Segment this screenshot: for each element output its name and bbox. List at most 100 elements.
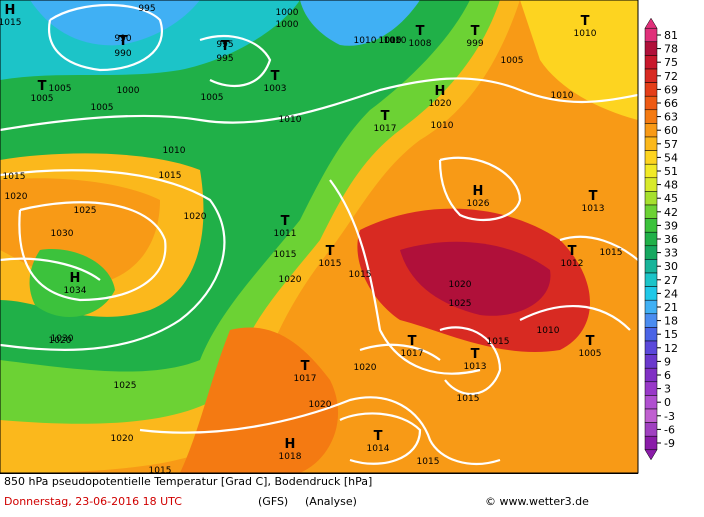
isobar-label: 1015 [487,337,510,347]
center-pressure: 999 [466,39,483,49]
isobar-label: 1010 [537,326,560,336]
center-pressure: 1011 [274,229,297,239]
center-pressure: 995 [216,54,233,64]
isobar-label: 1005 [49,84,72,94]
isobar-label-text: 1025 [74,206,97,216]
isobar-label-text: 1025 [449,299,472,309]
isobar-label-text: 1000 [117,86,140,96]
center-symbol: T [581,14,590,29]
colorbar-label: 75 [664,56,678,69]
footer-run: (Analyse) [305,495,357,508]
center-pressure: 1013 [464,362,487,372]
isobar-label: 1030 [51,229,74,239]
center-symbol: H [285,437,296,452]
center-pressure: 1005 [31,94,54,104]
center-pressure: 1014 [367,444,390,454]
isobar-label-text: 1020 [5,192,28,202]
isobar-label-text: 1000 [379,36,402,46]
isobar-label-text: 995 [138,4,155,14]
isobar-label: 1015 [457,394,480,404]
isobar-label: 1020 [49,336,72,346]
isobar-label: 1025 [74,206,97,216]
center-pressure: 1013 [582,204,605,214]
isobar-label: 1010 [384,36,407,46]
isobar-label: 1015 [159,171,182,181]
colorbar-swatch [644,218,658,233]
center-symbol: H [5,3,16,18]
isobar-label-text: 1030 [51,229,74,239]
colorbar-label: 39 [664,219,678,232]
center-symbol: H [435,84,446,99]
center-pressure: 1015 [0,18,21,28]
colorbar-swatch [644,286,658,301]
center-symbol: T [281,214,290,229]
colorbar-swatch [644,123,658,138]
colorbar-label: 69 [664,83,678,96]
isobar-label: 1020 [309,400,332,410]
colorbar-label: 60 [664,124,678,137]
isobar-label: 1000 [379,36,402,46]
center-symbol: T [38,79,47,94]
isobar-label: 1000 [276,20,299,30]
isobar-label: 1005 [201,93,224,103]
isobar-label: 1015 [149,466,172,476]
center-symbol: T [381,109,390,124]
center-pressure: 1008 [409,39,432,49]
colorbar-swatch [644,95,658,111]
isobar-label-text: 995 [216,40,233,50]
isobar-label: 1025 [449,299,472,309]
isobar-label: 1015 [349,270,372,280]
center-symbol: T [301,359,310,374]
isobar-label: 995 [216,40,233,50]
colorbar: 8178757269666360575451484542393633302724… [644,17,678,461]
center-pressure: 1005 [579,349,602,359]
center-symbol: T [221,39,230,54]
colorbar-swatch [644,82,658,97]
isobar-label: 1010 [163,146,186,156]
center-symbol: T [586,334,595,349]
isobar-label: 995 [138,4,155,14]
colorbar-swatch [644,422,658,437]
colorbar-label: 54 [664,151,678,164]
center-symbol: H [70,271,81,286]
colorbar-swatch [644,177,658,192]
center-pressure: 1020 [429,99,452,109]
isobar-label-text: 1015 [600,248,623,258]
isobar-label-text: 1010 [551,91,574,101]
isobar-label: 1030 [51,334,74,344]
isobar-label-text: 1015 [487,337,510,347]
colorbar-label: 12 [664,342,678,355]
center-symbol: H [473,184,484,199]
center-pressure: 990 [114,49,131,59]
colorbar-label: 18 [664,315,678,328]
isobar-label-text: 1005 [49,84,72,94]
footer-title: 850 hPa pseudopotentielle Temperatur [Gr… [4,475,372,488]
colorbar-swatch [644,381,658,396]
colorbar-swatch [644,163,658,179]
colorbar-bottom-arrow [644,449,658,461]
center-pressure: 1017 [294,374,317,384]
isobar-label: 1000 [276,8,299,18]
colorbar-label: 15 [664,328,678,341]
isobar-label-text: 1010 [163,146,186,156]
colorbar-label: 42 [664,206,678,219]
isobar-label-text: 1020 [309,400,332,410]
isobar-label: 1015 [274,250,297,260]
center-symbol: T [374,429,383,444]
isobar-label-text: 1010 [431,121,454,131]
colorbar-label: 57 [664,138,678,151]
colorbar-swatch [644,109,658,124]
colorbar-label: 33 [664,247,678,260]
isobar-label: 1020 [111,434,134,444]
isobar-label-text: 1020 [449,280,472,290]
isobar-label-text: 1020 [111,434,134,444]
colorbar-swatch [644,55,658,70]
isobar-label-text: 1015 [149,466,172,476]
isobar-label: 1010 [279,115,302,125]
isobar-label: 990 [114,34,131,44]
colorbar-swatch [644,68,658,83]
isobar-label-text: 1005 [501,56,524,66]
colorbar-label: -3 [664,410,675,423]
